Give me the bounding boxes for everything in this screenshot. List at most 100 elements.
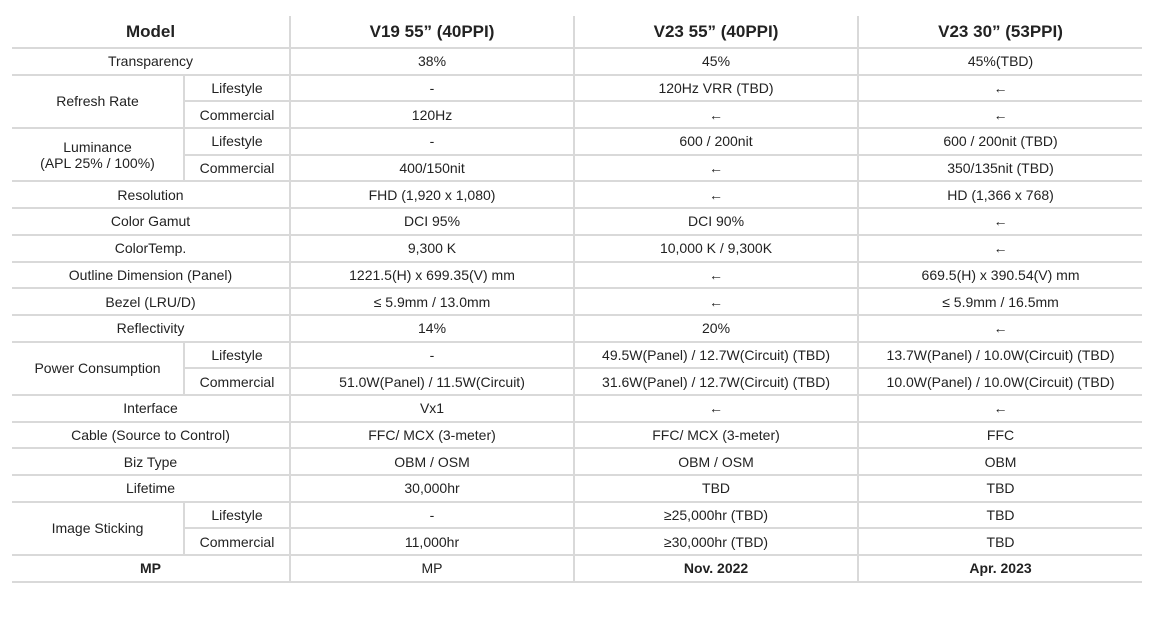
cell: TBD (857, 474, 1143, 503)
cell: 669.5(H) x 390.54(V) mm (857, 260, 1143, 290)
sub-label: Commercial (184, 367, 292, 396)
cell: FHD (1,920 x 1,080) (289, 180, 576, 210)
cell: 600 / 200nit (TBD) (857, 127, 1143, 156)
cell: 1221.5(H) x 699.35(V) mm (289, 260, 576, 290)
cell: 30,000hr (289, 474, 576, 503)
table-row: Outline Dimension (Panel) 1221.5(H) x 69… (12, 260, 1143, 290)
sub-label: Commercial (184, 100, 292, 130)
cell: 14% (289, 313, 576, 343)
table-row: Color Gamut DCI 95% DCI 90% ← (12, 207, 1143, 236)
cell: OBM / OSM (289, 447, 576, 476)
sub-label: Commercial (184, 527, 292, 557)
cell: 20% (573, 313, 860, 343)
cell: ← (857, 100, 1143, 130)
table-row: Lifetime 30,000hr TBD TBD (12, 474, 1143, 503)
cell: TBD (573, 474, 860, 503)
cell: TBD (857, 500, 1143, 530)
luminance-label: Luminance (63, 138, 132, 155)
sub-label: Commercial (184, 153, 292, 183)
cell: ← (857, 233, 1143, 263)
cell: 120Hz (289, 100, 576, 130)
row-label: Bezel (LRU/D) (12, 287, 292, 316)
cell: MP (289, 554, 576, 583)
row-label: Luminance (APL 25% / 100%) (12, 127, 185, 183)
table-row: Cable (Source to Control) FFC/ MCX (3-me… (12, 420, 1143, 450)
cell: 38% (289, 47, 576, 76)
row-label: Color Gamut (12, 207, 292, 236)
row-label: Interface (12, 393, 292, 423)
row-label: Biz Type (12, 447, 292, 476)
cell: OBM (857, 447, 1143, 476)
cell: 11,000hr (289, 527, 576, 557)
cell: 10,000 K / 9,300K (573, 233, 860, 263)
row-label: MP (12, 554, 292, 583)
cell: 45% (573, 47, 860, 76)
table-row: MP MP Nov. 2022 Apr. 2023 (12, 554, 1143, 583)
table-row: Commercial 400/150nit ← 350/135nit (TBD) (12, 153, 1143, 183)
cell: ← (573, 153, 860, 183)
cell: 13.7W(Panel) / 10.0W(Circuit) (TBD) (857, 340, 1143, 370)
header-col2: V23 55” (40PPI) (573, 16, 860, 49)
row-label: ColorTemp. (12, 233, 292, 263)
cell: ≤ 5.9mm / 16.5mm (857, 287, 1143, 316)
cell: FFC (857, 420, 1143, 450)
cell: 51.0W(Panel) / 11.5W(Circuit) (289, 367, 576, 396)
table-row: Biz Type OBM / OSM OBM / OSM OBM (12, 447, 1143, 476)
table-row: Bezel (LRU/D) ≤ 5.9mm / 13.0mm ← ≤ 5.9mm… (12, 287, 1143, 316)
cell: ≤ 5.9mm / 13.0mm (289, 287, 576, 316)
table-row: Interface Vx1 ← ← (12, 393, 1143, 423)
cell: - (289, 73, 576, 103)
cell: FFC/ MCX (3-meter) (573, 420, 860, 450)
cell: 31.6W(Panel) / 12.7W(Circuit) (TBD) (573, 367, 860, 396)
row-label: Lifetime (12, 474, 292, 503)
cell: OBM / OSM (573, 447, 860, 476)
cell: ← (857, 207, 1143, 236)
cell: - (289, 127, 576, 156)
sub-label: Lifestyle (182, 500, 292, 530)
table-row: Commercial 11,000hr ≥30,000hr (TBD) TBD (12, 527, 1143, 557)
cell: - (289, 500, 576, 530)
table-row: Commercial 120Hz ← ← (12, 100, 1143, 130)
cell: ← (857, 73, 1143, 103)
cell: 400/150nit (289, 153, 576, 183)
row-label: Outline Dimension (Panel) (12, 260, 292, 290)
sub-label: Lifestyle (182, 340, 292, 370)
table-row: Refresh Rate Lifestyle - 120Hz VRR (TBD)… (12, 73, 1143, 130)
cell: ≥30,000hr (TBD) (573, 527, 860, 557)
cell: Nov. 2022 (573, 554, 860, 583)
cell: TBD (857, 527, 1143, 557)
table-row: Luminance (APL 25% / 100%) Lifestyle - 6… (12, 127, 1143, 183)
cell: Apr. 2023 (857, 554, 1143, 583)
row-label: Transparency (12, 47, 292, 76)
cell: ← (857, 313, 1143, 343)
row-label: Resolution (12, 180, 292, 210)
cell: 120Hz VRR (TBD) (573, 73, 860, 103)
cell: 350/135nit (TBD) (857, 153, 1143, 183)
row-label: Power Consumption (12, 340, 185, 396)
row-label: Reflectivity (12, 313, 292, 343)
cell: Vx1 (289, 393, 576, 423)
row-label: Refresh Rate (12, 73, 185, 130)
table-row: Reflectivity 14% 20% ← (12, 313, 1143, 343)
spec-table: Model V19 55” (40PPI) V23 55” (40PPI) V2… (12, 16, 1143, 583)
table-row: Transparency 38% 45% 45%(TBD) (12, 47, 1143, 76)
cell: ← (573, 100, 860, 130)
table-row: ColorTemp. 9,300 K 10,000 K / 9,300K ← (12, 233, 1143, 263)
header-model: Model (12, 16, 292, 49)
luminance-sublabel: (APL 25% / 100%) (40, 154, 155, 171)
cell: DCI 90% (573, 207, 860, 236)
sub-label: Lifestyle (182, 127, 292, 156)
table-row: Image Sticking Lifestyle - ≥25,000hr (TB… (12, 500, 1143, 557)
cell: DCI 95% (289, 207, 576, 236)
cell: 600 / 200nit (573, 127, 860, 156)
sub-label: Lifestyle (182, 73, 292, 103)
cell: ← (857, 393, 1143, 423)
row-label: Cable (Source to Control) (12, 420, 292, 450)
cell: ≥25,000hr (TBD) (573, 500, 860, 530)
cell: ← (573, 180, 860, 210)
cell: 49.5W(Panel) / 12.7W(Circuit) (TBD) (573, 340, 860, 370)
cell: 45%(TBD) (857, 47, 1143, 76)
table-row: Resolution FHD (1,920 x 1,080) ← HD (1,3… (12, 180, 1143, 210)
header-col1: V19 55” (40PPI) (289, 16, 576, 49)
cell: 9,300 K (289, 233, 576, 263)
